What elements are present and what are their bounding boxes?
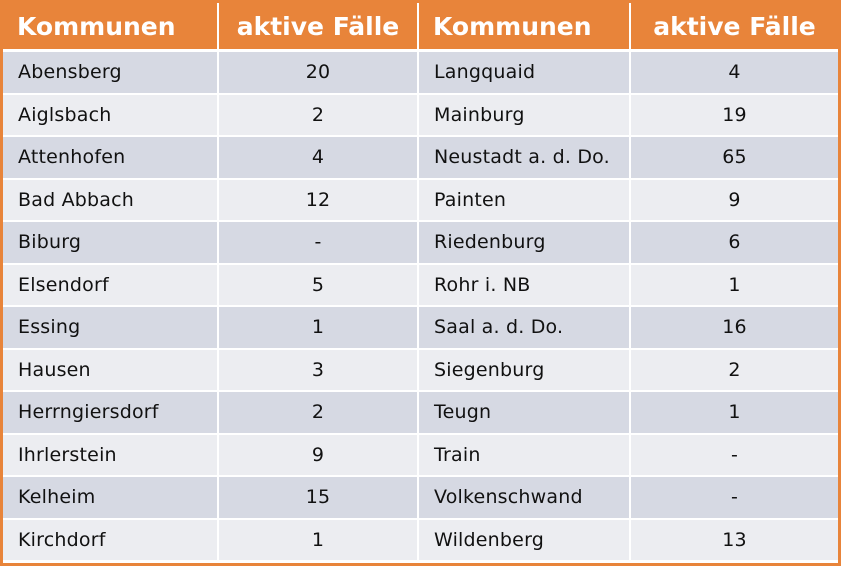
cell-active-cases-left: 15 bbox=[219, 477, 419, 520]
cell-municipality-right: Neustadt a. d. Do. bbox=[419, 137, 631, 180]
cell-active-cases-right: 19 bbox=[631, 94, 838, 137]
cell-active-cases-left: 1 bbox=[219, 519, 419, 562]
cell-active-cases-left: 20 bbox=[219, 52, 419, 95]
cell-municipality-right: Siegenburg bbox=[419, 349, 631, 392]
cell-active-cases-left: 2 bbox=[219, 94, 419, 137]
cell-municipality-right: Wildenberg bbox=[419, 519, 631, 562]
table-row: Bad Abbach 12 Painten 9 bbox=[3, 179, 838, 222]
cell-municipality-right: Langquaid bbox=[419, 52, 631, 95]
cell-municipality-right: Riedenburg bbox=[419, 222, 631, 265]
table-row: Biburg - Riedenburg 6 bbox=[3, 222, 838, 265]
cell-municipality-right: Volkenschwand bbox=[419, 477, 631, 520]
cell-municipality-right: Mainburg bbox=[419, 94, 631, 137]
header-active-cases-left: aktive Fälle bbox=[219, 3, 419, 52]
cell-active-cases-right: 16 bbox=[631, 307, 838, 350]
cell-active-cases-left: 2 bbox=[219, 392, 419, 435]
cell-municipality-right: Teugn bbox=[419, 392, 631, 435]
cell-municipality-left: Kirchdorf bbox=[3, 519, 219, 562]
cell-active-cases-left: 12 bbox=[219, 179, 419, 222]
table-row: Essing 1 Saal a. d. Do. 16 bbox=[3, 307, 838, 350]
table-row: Attenhofen 4 Neustadt a. d. Do. 65 bbox=[3, 137, 838, 180]
cell-active-cases-left: 4 bbox=[219, 137, 419, 180]
cell-municipality-left: Aiglsbach bbox=[3, 94, 219, 137]
cell-active-cases-right: - bbox=[631, 477, 838, 520]
cell-active-cases-right: - bbox=[631, 434, 838, 477]
cell-municipality-left: Attenhofen bbox=[3, 137, 219, 180]
table-row: Hausen 3 Siegenburg 2 bbox=[3, 349, 838, 392]
cell-active-cases-right: 6 bbox=[631, 222, 838, 265]
table-row: Aiglsbach 2 Mainburg 19 bbox=[3, 94, 838, 137]
cell-municipality-left: Herrngiersdorf bbox=[3, 392, 219, 435]
cell-active-cases-right: 1 bbox=[631, 264, 838, 307]
cell-active-cases-left: 9 bbox=[219, 434, 419, 477]
cell-municipality-left: Ihrlerstein bbox=[3, 434, 219, 477]
cell-active-cases-right: 2 bbox=[631, 349, 838, 392]
cell-municipality-left: Kelheim bbox=[3, 477, 219, 520]
table-row: Abensberg 20 Langquaid 4 bbox=[3, 52, 838, 95]
cell-municipality-left: Essing bbox=[3, 307, 219, 350]
cell-active-cases-right: 9 bbox=[631, 179, 838, 222]
table-row: Kirchdorf 1 Wildenberg 13 bbox=[3, 519, 838, 562]
cell-municipality-right: Painten bbox=[419, 179, 631, 222]
cell-municipality-left: Hausen bbox=[3, 349, 219, 392]
cell-active-cases-right: 13 bbox=[631, 519, 838, 562]
table-row: Kelheim 15 Volkenschwand - bbox=[3, 477, 838, 520]
cell-active-cases-left: 1 bbox=[219, 307, 419, 350]
table-row: Herrngiersdorf 2 Teugn 1 bbox=[3, 392, 838, 435]
cell-municipality-left: Bad Abbach bbox=[3, 179, 219, 222]
header-active-cases-right: aktive Fälle bbox=[631, 3, 838, 52]
table-body: Abensberg 20 Langquaid 4 Aiglsbach 2 Mainburg 1… bbox=[3, 52, 838, 562]
active-cases-table: Kommunen aktive Fälle Kommunen aktive Fä… bbox=[3, 3, 838, 562]
cell-municipality-right: Saal a. d. Do. bbox=[419, 307, 631, 350]
cell-active-cases-right: 1 bbox=[631, 392, 838, 435]
cell-active-cases-right: 65 bbox=[631, 137, 838, 180]
table-row: Ihrlerstein 9 Train - bbox=[3, 434, 838, 477]
header-municipality-right: Kommunen bbox=[419, 3, 631, 52]
cell-municipality-left: Elsendorf bbox=[3, 264, 219, 307]
cell-municipality-left: Biburg bbox=[3, 222, 219, 265]
cell-active-cases-right: 4 bbox=[631, 52, 838, 95]
cell-municipality-right: Train bbox=[419, 434, 631, 477]
header-municipality-left: Kommunen bbox=[3, 3, 219, 52]
cell-active-cases-left: 5 bbox=[219, 264, 419, 307]
cell-active-cases-left: 3 bbox=[219, 349, 419, 392]
table-header-row: Kommunen aktive Fälle Kommunen aktive Fä… bbox=[3, 3, 838, 52]
cell-active-cases-left: - bbox=[219, 222, 419, 265]
table-row: Elsendorf 5 Rohr i. NB 1 bbox=[3, 264, 838, 307]
cell-municipality-left: Abensberg bbox=[3, 52, 219, 95]
cell-municipality-right: Rohr i. NB bbox=[419, 264, 631, 307]
